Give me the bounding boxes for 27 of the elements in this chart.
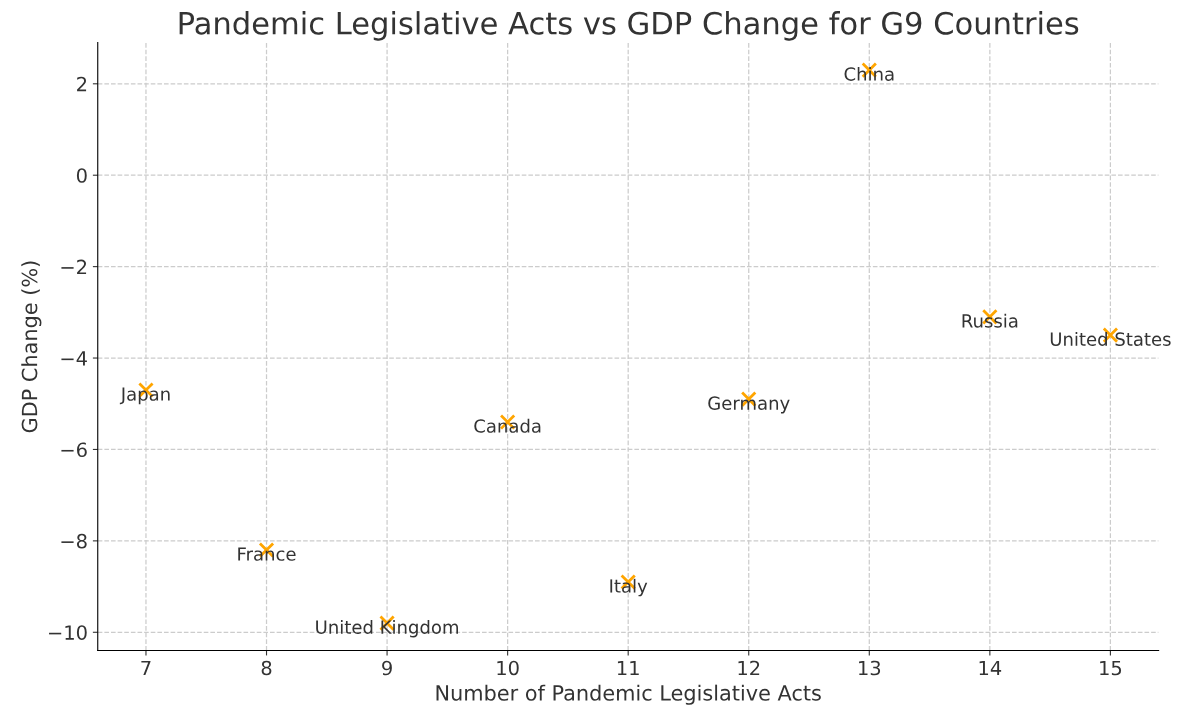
annotation: Italy: [610, 578, 648, 597]
y-tick-label: −4: [61, 351, 87, 366]
annotation: United Kingdom: [316, 619, 458, 638]
annotation: France: [238, 547, 296, 561]
annotation: Japan: [119, 387, 170, 405]
y-tick-label: −8: [61, 533, 87, 549]
chart-title: Pandemic Legislative Acts vs GDP Change for G9 Countries: [179, 11, 1079, 41]
x-tick-label: 15: [1100, 660, 1122, 676]
x-tick-label: 10: [497, 660, 519, 676]
x-axis-title: Number of Pandemic Legislative Acts: [436, 684, 821, 705]
x-tick-label: 12: [738, 660, 760, 676]
y-tick-label: 0: [76, 168, 87, 183]
y-tick-label: −2: [61, 259, 87, 275]
y-tick-label: 2: [77, 76, 87, 92]
y-tick-label: −10: [49, 625, 87, 640]
x-tick-label: 14: [979, 660, 1002, 676]
y-axis-title: GDP Change (%): [21, 261, 42, 433]
x-tick-label: 11: [617, 660, 639, 676]
annotation: United States: [1050, 332, 1171, 346]
y-tick-label: −6: [61, 442, 87, 458]
annotation: Canada: [474, 418, 541, 433]
annotation: Russia: [962, 313, 1018, 328]
x-tick-label: 7: [141, 660, 151, 676]
x-tick-label: 9: [382, 660, 392, 676]
x-tick-label: 8: [261, 660, 272, 676]
x-tick-label: 13: [859, 660, 881, 676]
annotation: Germany: [708, 396, 790, 414]
